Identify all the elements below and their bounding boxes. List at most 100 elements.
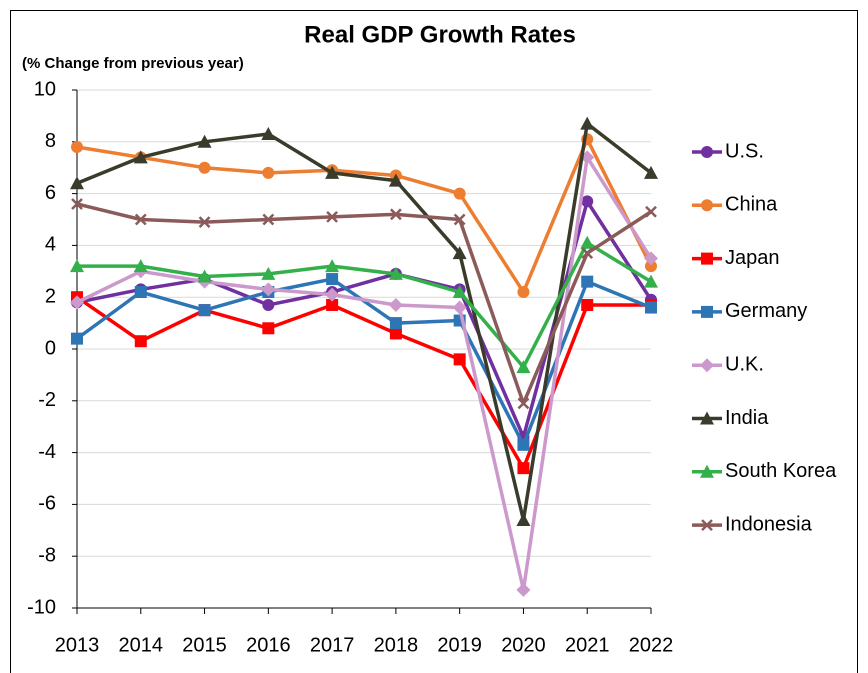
data-point [517, 286, 530, 299]
data-point [326, 211, 338, 223]
data-point [70, 295, 84, 310]
legend-marker [700, 358, 714, 373]
data-point [581, 298, 594, 311]
x-tick-label: 2013 [55, 634, 100, 656]
data-point [261, 266, 276, 280]
data-point [70, 259, 84, 273]
data-point [581, 247, 594, 260]
data-point [644, 165, 658, 179]
data-point [644, 251, 658, 266]
data-point [389, 327, 402, 340]
series-line [76, 121, 653, 522]
data-point [452, 285, 467, 299]
y-tick-label: 4 [45, 234, 56, 256]
y-tick-label: -2 [38, 389, 56, 411]
data-point [645, 301, 657, 314]
data-point [197, 269, 212, 283]
y-tick-label: -10 [27, 596, 56, 618]
x-tick-label: 2021 [565, 634, 610, 656]
x-tick-label: 2015 [182, 634, 227, 656]
data-point [645, 205, 657, 218]
data-point [644, 274, 658, 288]
y-tick-label: -6 [38, 493, 56, 515]
legend-label: Japan [725, 247, 780, 269]
data-point [326, 298, 339, 311]
data-point [580, 116, 595, 130]
data-point [453, 213, 466, 226]
legend-marker [701, 519, 713, 531]
series-line [76, 202, 652, 406]
series-line [77, 241, 652, 369]
legend-marker [701, 146, 713, 158]
series-line [76, 295, 651, 470]
chart-subtitle: (% Change from previous year) [22, 55, 244, 72]
y-tick-label: 6 [45, 182, 56, 204]
data-point [326, 273, 339, 286]
y-tick-label: 10 [34, 78, 56, 100]
legend-label: India [725, 407, 769, 429]
data-point [452, 246, 467, 260]
y-tick-label: 8 [45, 130, 56, 152]
legend-marker [700, 411, 714, 425]
data-point [453, 353, 466, 366]
data-point [389, 317, 402, 330]
data-point [262, 166, 275, 179]
legend-label: South Korea [725, 460, 837, 482]
data-point [645, 260, 657, 273]
data-point [453, 187, 466, 200]
data-point [388, 266, 403, 280]
x-tick-label: 2014 [119, 634, 164, 656]
legend-label: U.K. [725, 353, 764, 375]
legend-marker [701, 252, 713, 265]
data-point [388, 173, 403, 187]
chart-frame [10, 10, 858, 673]
series-line [76, 137, 653, 294]
data-point [325, 259, 340, 273]
data-point [516, 360, 531, 374]
data-point [197, 134, 212, 148]
data-point [198, 216, 211, 228]
data-point [133, 259, 148, 273]
data-point [261, 127, 276, 141]
y-tick-label: -4 [38, 441, 56, 463]
legend-marker [701, 305, 713, 318]
data-point [516, 512, 531, 526]
data-point [581, 275, 594, 288]
data-point [516, 582, 531, 597]
data-point [325, 165, 340, 179]
x-tick-label: 2019 [437, 634, 482, 656]
data-point [134, 335, 147, 348]
data-point [390, 208, 402, 221]
x-tick-label: 2018 [374, 634, 419, 656]
y-tick-label: 2 [45, 285, 56, 307]
series-line [76, 155, 653, 592]
data-point [134, 213, 147, 226]
x-tick-label: 2016 [246, 634, 291, 656]
data-point [71, 198, 83, 210]
data-point [580, 235, 595, 249]
legend-label: Germany [725, 300, 807, 322]
legend-marker [701, 199, 713, 212]
legend-label: Indonesia [725, 513, 813, 535]
data-point [262, 322, 275, 335]
data-point [517, 462, 530, 475]
data-point [581, 195, 594, 208]
legend-label: China [725, 194, 778, 216]
chart-title: Real GDP Growth Rates [304, 21, 576, 48]
x-tick-label: 2017 [310, 634, 355, 656]
y-tick-label: -8 [38, 544, 56, 566]
data-point [134, 286, 147, 299]
data-point [261, 282, 276, 297]
data-point [262, 213, 275, 226]
x-tick-label: 2022 [629, 634, 674, 656]
data-point [388, 297, 403, 312]
data-point [71, 140, 83, 153]
legend-label: U.S. [725, 140, 764, 162]
data-point [262, 298, 275, 311]
data-point [452, 300, 467, 315]
legend-marker [700, 464, 714, 478]
data-point [325, 287, 340, 302]
data-point [517, 438, 530, 451]
data-point [517, 397, 530, 410]
